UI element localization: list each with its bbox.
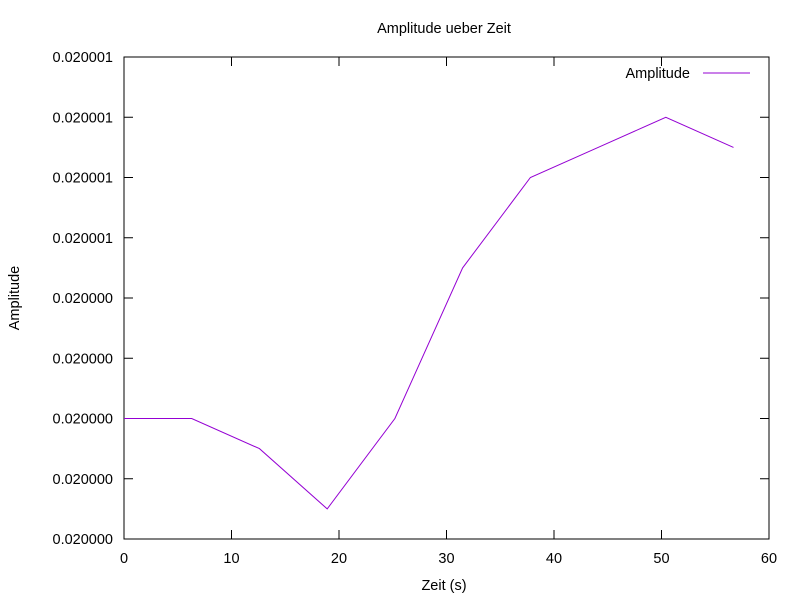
legend-label-amplitude: Amplitude (626, 66, 690, 82)
y-tick-label: 0.020000 (53, 532, 113, 548)
data-point (665, 117, 666, 118)
series-group (123, 116, 734, 510)
x-tick-label: 60 (761, 551, 777, 567)
data-point (123, 418, 124, 419)
data-point (530, 177, 531, 178)
y-tick-label: 0.020000 (53, 291, 113, 307)
legend: Amplitude (626, 66, 750, 82)
data-point (597, 147, 598, 148)
y-tick-label: 0.020001 (53, 231, 113, 247)
x-tick-label: 10 (223, 551, 239, 567)
x-axis: 0 10 20 30 40 50 60 (120, 57, 777, 567)
x-tick-label: 30 (438, 551, 454, 567)
x-tick-label: 0 (120, 551, 128, 567)
chart-title: Amplitude ueber Zeit (377, 21, 511, 37)
series-line-amplitude (124, 116, 734, 510)
y-axis: 0.020000 0.020000 0.020000 0.020000 0.020000… (53, 50, 769, 548)
data-point (394, 418, 395, 419)
x-tick-label: 20 (331, 551, 347, 567)
data-point (327, 508, 328, 509)
plot-frame (123, 56, 770, 540)
data-point (462, 267, 463, 268)
y-axis-label: Amplitude (7, 266, 23, 330)
x-tick-label: 50 (653, 551, 669, 567)
y-tick-label: 0.020001 (53, 50, 113, 66)
y-tick-label: 0.020001 (53, 110, 113, 126)
data-point (191, 418, 192, 419)
y-tick-label: 0.020000 (53, 472, 113, 488)
y-tick-label: 0.020001 (53, 171, 113, 187)
x-axis-label: Zeit (s) (421, 578, 466, 594)
y-tick-label: 0.020000 (53, 412, 113, 428)
data-point (733, 147, 734, 148)
data-point (259, 448, 260, 449)
x-tick-label: 40 (546, 551, 562, 567)
y-tick-label: 0.020000 (53, 351, 113, 367)
